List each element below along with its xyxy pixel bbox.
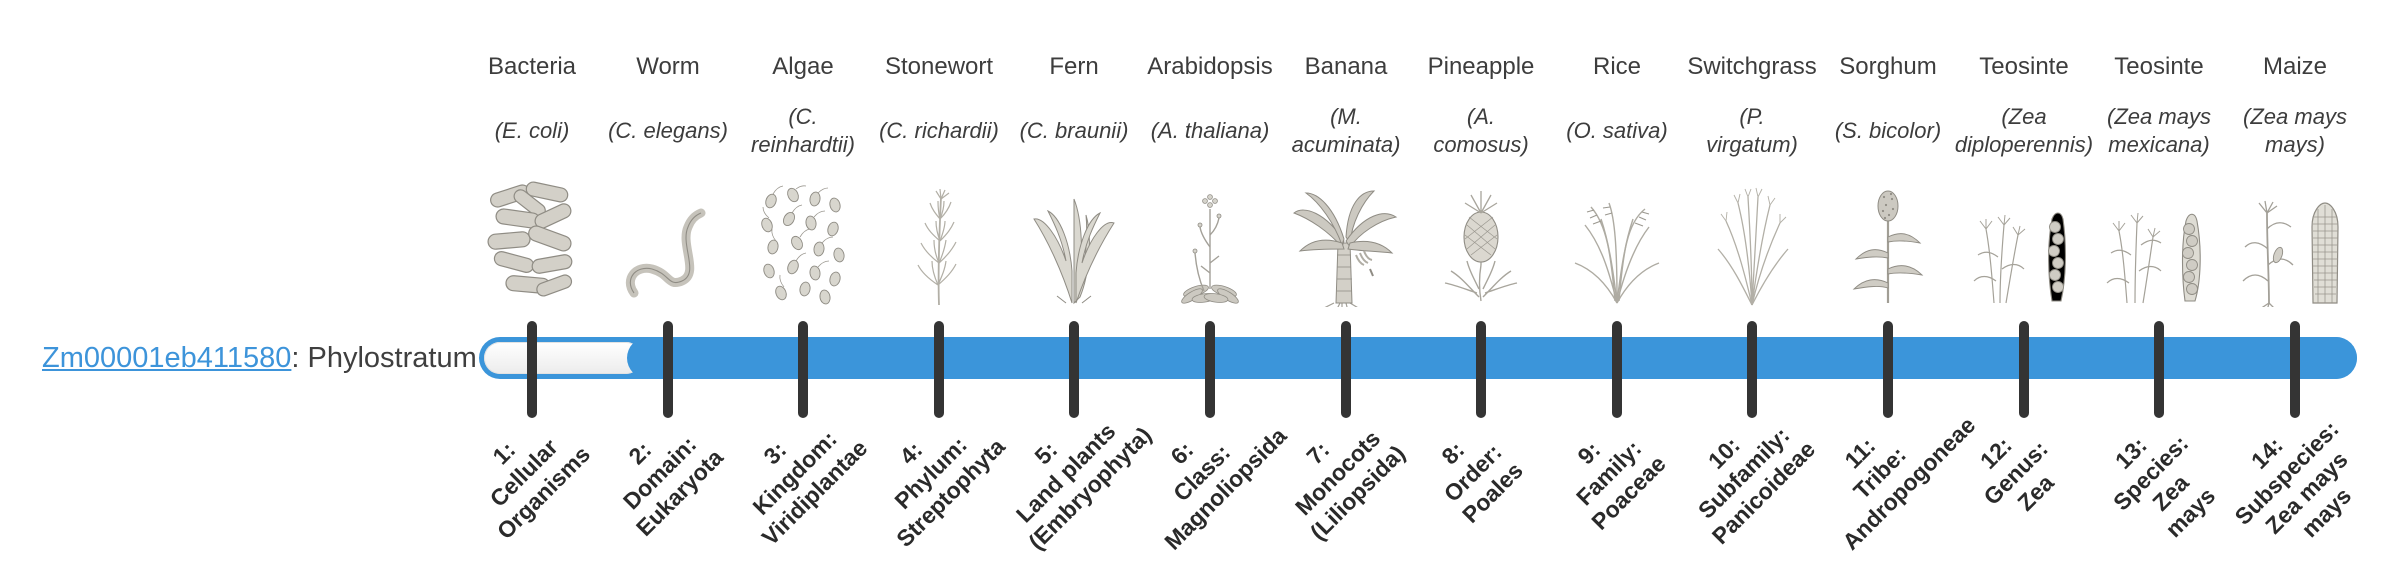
organism-art <box>1276 175 1416 307</box>
organism-art <box>598 175 738 307</box>
gene-annotation: : Phylostratum 2 <box>291 342 501 374</box>
stratum-label: 2: Domain: Eukaryota <box>617 431 728 542</box>
algae-illustration <box>761 185 845 305</box>
teosinte-diploperennis-illustration <box>1973 212 2067 304</box>
phylostratum-tick <box>1341 321 1351 418</box>
phylostratum-tick <box>934 321 944 418</box>
organism-scientific-name: (Zea mays mexicana) <box>2107 104 2211 157</box>
organism-art <box>462 175 602 307</box>
phylostratum-bar <box>479 337 2357 379</box>
organism-scientific-name: (S. bicolor) <box>1834 118 1942 143</box>
organism-name: Teosinte <box>2114 53 2204 80</box>
bacteria-illustration <box>487 181 573 297</box>
organism-name: Stonewort <box>884 53 994 80</box>
organism-name: Algae <box>772 53 834 80</box>
phylostratum-tick <box>798 321 808 418</box>
organism-scientific-name: (E. coli) <box>494 118 570 143</box>
organism-scientific-name: (O. sativa) <box>1566 118 1668 143</box>
stratum-label: 5: Land plants (Embryophyta) <box>1010 417 1157 555</box>
organism-scientific-name: (Zea mays mays) <box>2243 104 2347 157</box>
organism-name: Worm <box>636 53 700 80</box>
organism-art <box>1954 175 2094 307</box>
organism-art <box>1682 175 1822 307</box>
fern-illustration <box>1033 198 1115 305</box>
organism-scientific-name: (A. thaliana) <box>1150 118 1270 143</box>
organism-art <box>2089 175 2229 307</box>
organism-name: Bacteria <box>487 53 577 80</box>
switchgrass-illustration <box>1717 187 1789 306</box>
pineapple-illustration <box>1444 191 1518 302</box>
phylostratum-tick <box>527 321 537 418</box>
organism-art <box>1140 175 1280 307</box>
phylostratum-tick <box>1883 321 1893 418</box>
arabidopsis-illustration <box>1181 194 1239 304</box>
organism-art <box>869 175 1009 307</box>
organism-scientific-name: (M. acuminata) <box>1291 104 1401 157</box>
phylostratum-tick <box>1205 321 1215 418</box>
stratum-label: 6: Class: Magnoliopsida <box>1159 422 1292 555</box>
phylostratum-bar-unfilled <box>484 342 642 374</box>
stratum-label: 9: Family: Poaceae <box>1571 435 1671 535</box>
organism-name: Banana <box>1304 53 1388 80</box>
gene-id-link[interactable]: Zm00001eb411580 <box>42 342 292 374</box>
organism-name: Maize <box>2262 53 2328 80</box>
organism-scientific-name: (Zea diploperennis) <box>1954 104 2094 157</box>
phylostratum-tick <box>1476 321 1486 418</box>
phylostratum-tick <box>2290 321 2300 418</box>
organism-name: Rice <box>1592 53 1641 80</box>
phylostratum-tick <box>1747 321 1757 418</box>
stratum-label: 10: Subfamily: Panicoideae <box>1692 421 1821 550</box>
phylostratum-tick <box>1612 321 1622 418</box>
organism-name: Sorghum <box>1839 53 1937 80</box>
stratum-label: 3: Kingdom: Viridiplantae <box>747 425 873 551</box>
organism-art <box>2225 175 2365 307</box>
stratum-label: 7: Monocots (Liliopsida) <box>1290 425 1411 546</box>
phylostratum-tick <box>2019 321 2029 418</box>
banana-illustration <box>1292 190 1398 307</box>
maize-illustration <box>2242 200 2339 307</box>
worm-illustration <box>625 208 706 298</box>
stratum-label: 8: Order: Poales <box>1436 436 1528 528</box>
stratum-label: 4: Phylum: Streptophyta <box>889 431 1010 552</box>
phylostratum-tick <box>663 321 673 418</box>
organism-art <box>1818 175 1958 307</box>
organism-name: Teosinte <box>1979 53 2069 80</box>
organism-name: Arabidopsis <box>1147 53 1273 80</box>
organism-name: Fern <box>1049 53 1099 80</box>
gene-label: Zm00001eb411580: Phylostratum 2 <box>42 339 501 377</box>
stratum-label: 1: Cellular Organisms <box>484 433 596 545</box>
organism-scientific-name: (C. elegans) <box>608 118 728 143</box>
stratum-label: 14: Subspecies: Zea mays mays <box>2229 415 2357 543</box>
rice-illustration <box>1574 202 1660 304</box>
phylostratum-tick <box>1069 321 1079 418</box>
organism-scientific-name: (P. virgatum) <box>1706 104 1798 157</box>
organism-scientific-name: (C. richardii) <box>879 118 999 143</box>
organism-scientific-name: (C. braunii) <box>1019 118 1129 143</box>
organism-art <box>733 175 873 307</box>
stratum-label: 11: Tribe: Andropogoneae <box>1837 411 1981 555</box>
stonewort-illustration <box>917 188 957 306</box>
organism-scientific-name: (C. reinhardtii) <box>751 104 855 157</box>
organism-name: Pineapple <box>1427 53 1535 80</box>
organism-art <box>1004 175 1144 307</box>
phylostratum-tick <box>2154 321 2164 418</box>
organism-art <box>1547 175 1687 307</box>
organism-name: Switchgrass <box>1687 53 1817 80</box>
organism-art <box>1411 175 1551 307</box>
phylostratum-bar-fill <box>627 337 2357 379</box>
sorghum-illustration <box>1852 190 1924 303</box>
organism-scientific-name: (A. comosus) <box>1433 104 1529 157</box>
teosinte-mexicana-illustration <box>2106 212 2201 304</box>
